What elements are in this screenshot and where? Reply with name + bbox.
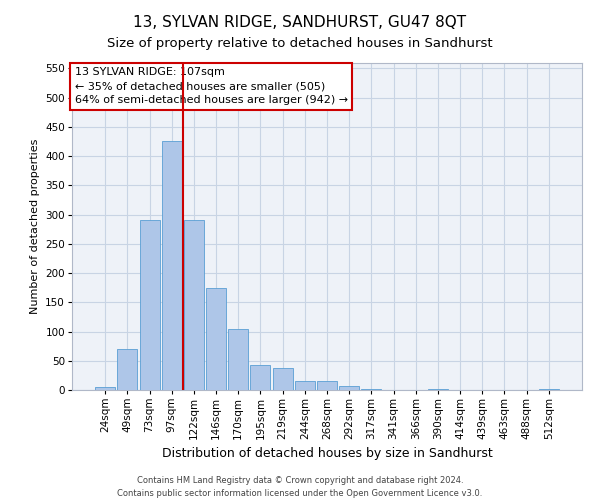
- X-axis label: Distribution of detached houses by size in Sandhurst: Distribution of detached houses by size …: [161, 448, 493, 460]
- Bar: [272, 368, 293, 390]
- Bar: [162, 142, 182, 390]
- Y-axis label: Number of detached properties: Number of detached properties: [30, 138, 40, 314]
- Bar: [539, 389, 559, 390]
- Bar: [361, 389, 382, 390]
- Bar: [206, 288, 226, 390]
- Bar: [184, 220, 204, 390]
- Text: 13 SYLVAN RIDGE: 107sqm
← 35% of detached houses are smaller (505)
64% of semi-d: 13 SYLVAN RIDGE: 107sqm ← 35% of detache…: [74, 68, 347, 106]
- Bar: [339, 386, 359, 390]
- Text: Contains HM Land Registry data © Crown copyright and database right 2024.
Contai: Contains HM Land Registry data © Crown c…: [118, 476, 482, 498]
- Bar: [428, 389, 448, 390]
- Text: Size of property relative to detached houses in Sandhurst: Size of property relative to detached ho…: [107, 38, 493, 51]
- Bar: [228, 328, 248, 390]
- Bar: [95, 387, 115, 390]
- Bar: [295, 380, 315, 390]
- Text: 13, SYLVAN RIDGE, SANDHURST, GU47 8QT: 13, SYLVAN RIDGE, SANDHURST, GU47 8QT: [133, 15, 467, 30]
- Bar: [140, 220, 160, 390]
- Bar: [118, 349, 137, 390]
- Bar: [317, 381, 337, 390]
- Bar: [250, 365, 271, 390]
